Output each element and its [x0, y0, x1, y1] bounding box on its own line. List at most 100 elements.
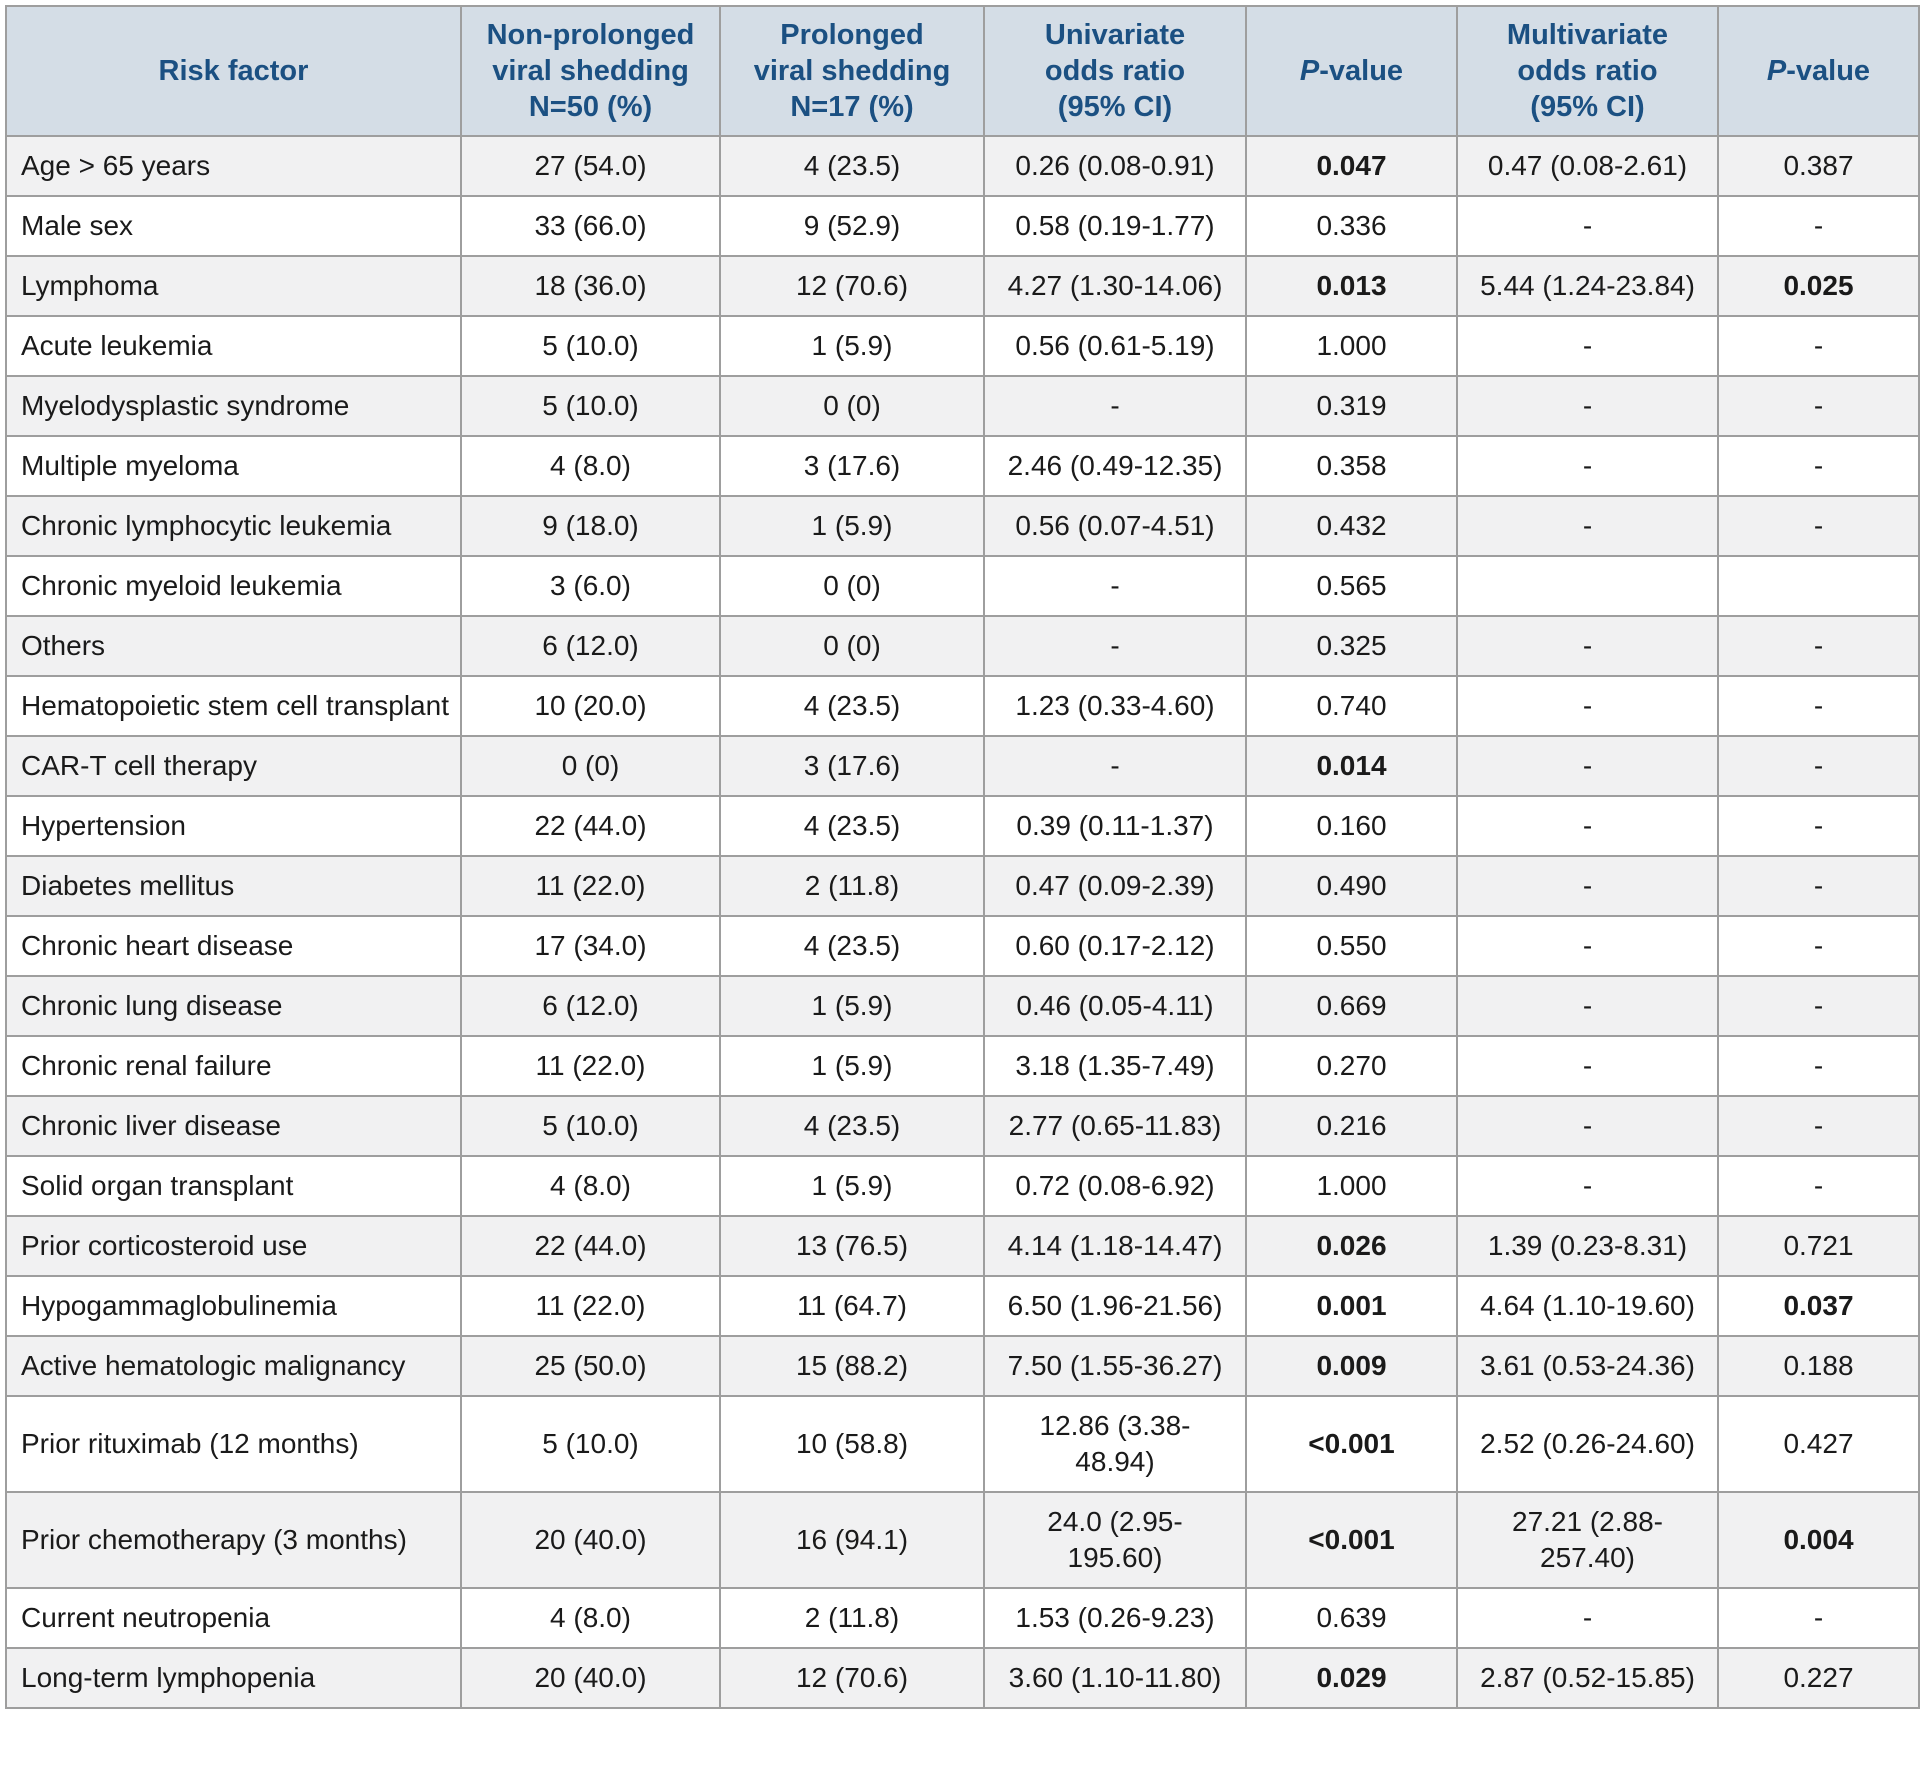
cell-multivariate-or: 0.47 (0.08-2.61)	[1456, 135, 1719, 197]
table-row: Age > 65 years 27 (54.0) 4 (23.5) 0.26 (…	[5, 135, 1920, 197]
cell-risk-factor: Male sex	[5, 195, 462, 257]
column-header: P-value	[1245, 5, 1458, 137]
cell-p-value-univariate: 0.550	[1245, 915, 1458, 977]
table-row: Active hematologic malignancy 25 (50.0) …	[5, 1335, 1920, 1397]
table-row: Myelodysplastic syndrome 5 (10.0) 0 (0) …	[5, 375, 1920, 437]
cell-non-prolonged: 0 (0)	[460, 735, 721, 797]
cell-risk-factor: Hematopoietic stem cell transplant	[5, 675, 462, 737]
cell-multivariate-or: -	[1456, 495, 1719, 557]
cell-p-value-multivariate: 0.188	[1717, 1335, 1920, 1397]
cell-non-prolonged: 9 (18.0)	[460, 495, 721, 557]
cell-non-prolonged: 5 (10.0)	[460, 1095, 721, 1157]
cell-non-prolonged: 3 (6.0)	[460, 555, 721, 617]
cell-p-value-univariate: 0.047	[1245, 135, 1458, 197]
cell-non-prolonged: 17 (34.0)	[460, 915, 721, 977]
cell-univariate-or: 12.86 (3.38- 48.94)	[983, 1395, 1247, 1493]
cell-prolonged: 0 (0)	[719, 615, 985, 677]
cell-multivariate-or	[1456, 555, 1719, 617]
cell-risk-factor: Chronic renal failure	[5, 1035, 462, 1097]
column-header: Multivariate odds ratio (95% CI)	[1456, 5, 1719, 137]
cell-risk-factor: Prior corticosteroid use	[5, 1215, 462, 1277]
cell-p-value-univariate: 0.336	[1245, 195, 1458, 257]
cell-risk-factor: Prior chemotherapy (3 months)	[5, 1491, 462, 1589]
cell-univariate-or: 24.0 (2.95- 195.60)	[983, 1491, 1247, 1589]
cell-p-value-univariate: 0.029	[1245, 1647, 1458, 1709]
cell-risk-factor: Others	[5, 615, 462, 677]
cell-prolonged: 16 (94.1)	[719, 1491, 985, 1589]
cell-multivariate-or: -	[1456, 795, 1719, 857]
cell-p-value-univariate: 0.009	[1245, 1335, 1458, 1397]
column-header: Non-prolonged viral shedding N=50 (%)	[460, 5, 721, 137]
cell-prolonged: 4 (23.5)	[719, 795, 985, 857]
cell-risk-factor: Solid organ transplant	[5, 1155, 462, 1217]
cell-non-prolonged: 11 (22.0)	[460, 1035, 721, 1097]
cell-prolonged: 12 (70.6)	[719, 255, 985, 317]
cell-p-value-univariate: 0.565	[1245, 555, 1458, 617]
cell-p-value-univariate: 0.013	[1245, 255, 1458, 317]
cell-non-prolonged: 11 (22.0)	[460, 855, 721, 917]
table-row: Prior chemotherapy (3 months) 20 (40.0) …	[5, 1491, 1920, 1589]
cell-prolonged: 0 (0)	[719, 555, 985, 617]
cell-p-value-univariate: <0.001	[1245, 1395, 1458, 1493]
cell-p-value-multivariate: 0.025	[1717, 255, 1920, 317]
cell-univariate-or: 2.77 (0.65-11.83)	[983, 1095, 1247, 1157]
cell-risk-factor: Acute leukemia	[5, 315, 462, 377]
cell-univariate-or: 3.18 (1.35-7.49)	[983, 1035, 1247, 1097]
cell-p-value-univariate: 0.740	[1245, 675, 1458, 737]
cell-univariate-or: 0.46 (0.05-4.11)	[983, 975, 1247, 1037]
cell-multivariate-or: -	[1456, 855, 1719, 917]
cell-p-value-multivariate: -	[1717, 1155, 1920, 1217]
cell-multivariate-or: -	[1456, 975, 1719, 1037]
cell-univariate-or: 4.27 (1.30-14.06)	[983, 255, 1247, 317]
cell-prolonged: 4 (23.5)	[719, 135, 985, 197]
cell-risk-factor: Hypertension	[5, 795, 462, 857]
cell-non-prolonged: 25 (50.0)	[460, 1335, 721, 1397]
table-row: Long-term lymphopenia 20 (40.0) 12 (70.6…	[5, 1647, 1920, 1709]
cell-p-value-multivariate: 0.037	[1717, 1275, 1920, 1337]
cell-risk-factor: Chronic lung disease	[5, 975, 462, 1037]
table-row: Chronic liver disease 5 (10.0) 4 (23.5) …	[5, 1095, 1920, 1157]
cell-prolonged: 1 (5.9)	[719, 315, 985, 377]
cell-prolonged: 1 (5.9)	[719, 495, 985, 557]
cell-non-prolonged: 20 (40.0)	[460, 1491, 721, 1589]
cell-univariate-or: 0.56 (0.61-5.19)	[983, 315, 1247, 377]
cell-univariate-or: 0.26 (0.08-0.91)	[983, 135, 1247, 197]
cell-p-value-univariate: 0.669	[1245, 975, 1458, 1037]
cell-risk-factor: Chronic heart disease	[5, 915, 462, 977]
cell-univariate-or: 1.53 (0.26-9.23)	[983, 1587, 1247, 1649]
cell-risk-factor: Lymphoma	[5, 255, 462, 317]
cell-p-value-univariate: 0.319	[1245, 375, 1458, 437]
cell-p-value-univariate: 0.001	[1245, 1275, 1458, 1337]
table-row: Prior rituximab (12 months) 5 (10.0) 10 …	[5, 1395, 1920, 1493]
cell-prolonged: 0 (0)	[719, 375, 985, 437]
cell-risk-factor: Prior rituximab (12 months)	[5, 1395, 462, 1493]
cell-p-value-multivariate: -	[1717, 615, 1920, 677]
cell-prolonged: 4 (23.5)	[719, 675, 985, 737]
cell-prolonged: 9 (52.9)	[719, 195, 985, 257]
cell-p-value-multivariate: -	[1717, 735, 1920, 797]
cell-multivariate-or: -	[1456, 435, 1719, 497]
cell-prolonged: 3 (17.6)	[719, 435, 985, 497]
cell-multivariate-or: -	[1456, 1587, 1719, 1649]
cell-risk-factor: Chronic lymphocytic leukemia	[5, 495, 462, 557]
table-row: Hypertension 22 (44.0) 4 (23.5) 0.39 (0.…	[5, 795, 1920, 857]
cell-prolonged: 4 (23.5)	[719, 1095, 985, 1157]
table-row: Hypogammaglobulinemia 11 (22.0) 11 (64.7…	[5, 1275, 1920, 1337]
column-header: Prolonged viral shedding N=17 (%)	[719, 5, 985, 137]
cell-p-value-multivariate: 0.004	[1717, 1491, 1920, 1589]
cell-univariate-or: 3.60 (1.10-11.80)	[983, 1647, 1247, 1709]
cell-p-value-multivariate: -	[1717, 795, 1920, 857]
cell-multivariate-or: -	[1456, 315, 1719, 377]
cell-prolonged: 3 (17.6)	[719, 735, 985, 797]
cell-p-value-multivariate: -	[1717, 195, 1920, 257]
cell-univariate-or: 4.14 (1.18-14.47)	[983, 1215, 1247, 1277]
cell-univariate-or: 0.72 (0.08-6.92)	[983, 1155, 1247, 1217]
cell-univariate-or: 0.47 (0.09-2.39)	[983, 855, 1247, 917]
cell-non-prolonged: 22 (44.0)	[460, 1215, 721, 1277]
header-row: Risk factor Non-prolonged viral shedding …	[5, 5, 1920, 137]
cell-non-prolonged: 20 (40.0)	[460, 1647, 721, 1709]
cell-p-value-multivariate: -	[1717, 495, 1920, 557]
cell-non-prolonged: 5 (10.0)	[460, 315, 721, 377]
cell-multivariate-or: 27.21 (2.88- 257.40)	[1456, 1491, 1719, 1589]
cell-p-value-univariate: 0.358	[1245, 435, 1458, 497]
